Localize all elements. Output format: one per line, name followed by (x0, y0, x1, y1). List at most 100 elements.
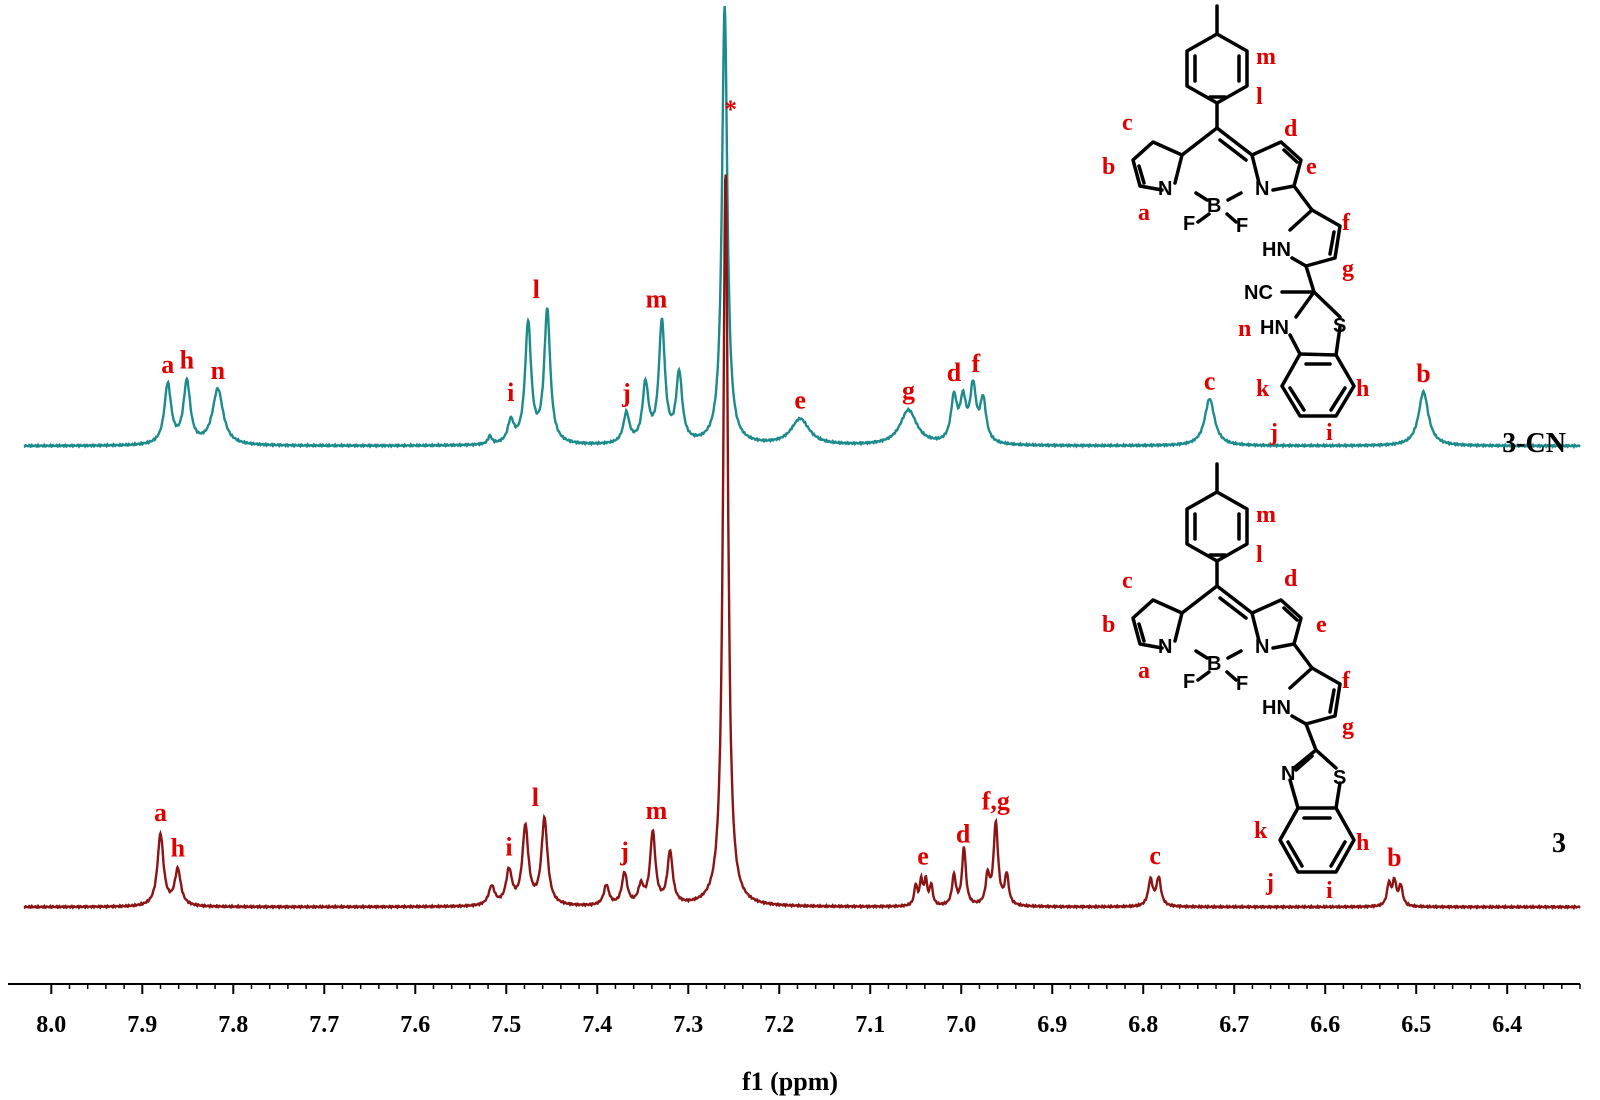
struct-label: j (1269, 420, 1278, 446)
peak-label: i (507, 378, 514, 407)
struct-label: e (1316, 612, 1327, 638)
x-tick-label: 7.6 (400, 1012, 430, 1038)
struct-label: a (1138, 200, 1150, 226)
peak-label: b (1416, 359, 1430, 388)
struct-label: m (1256, 502, 1276, 528)
x-tick-label: 6.7 (1219, 1012, 1249, 1038)
structure-3cn: N N B F F HN NC HN S m l c d b e a f g n… (1102, 4, 1369, 446)
solvent-asterisk: * (724, 95, 737, 124)
peak-label: g (902, 376, 915, 405)
x-tick-label: 8.0 (36, 1012, 66, 1038)
series-name-top: 3-CN (1502, 428, 1566, 459)
peak-label: m (646, 796, 668, 825)
x-tick-label: 7.4 (582, 1012, 612, 1038)
peak-label: j (621, 378, 631, 407)
x-tick-label: 6.5 (1401, 1012, 1431, 1038)
peak-label: d (956, 819, 971, 848)
spectrum-line-3cn (23, 5, 1581, 450)
x-tick-label: 7.8 (218, 1012, 248, 1038)
atom-hn: HN (1262, 697, 1291, 719)
structure-3: N N B F F HN N S m l c d b e a f g k h j… (1102, 462, 1369, 904)
peak-label: j (619, 837, 629, 866)
struct-label: d (1284, 566, 1298, 592)
peak-label: n (211, 356, 226, 385)
atom-f: F (1183, 213, 1195, 235)
atom-n: N (1281, 763, 1295, 785)
peak-label: a (161, 350, 174, 379)
peak-label: i (505, 833, 512, 862)
struct-label: h (1356, 376, 1369, 402)
atom-n: N (1255, 178, 1269, 200)
atom-b: B (1207, 195, 1221, 217)
peak-label: f,g (982, 786, 1010, 815)
x-tick-label: 6.9 (1037, 1012, 1067, 1038)
x-tick-label: 6.8 (1128, 1012, 1158, 1038)
peak-label: d (947, 358, 962, 387)
struct-label: c (1122, 110, 1133, 136)
x-axis-title: f1 (ppm) (742, 1067, 838, 1096)
struct-label: g (1342, 714, 1354, 740)
struct-label: h (1356, 830, 1369, 856)
tolyl-ring (1185, 4, 1249, 130)
struct-label: m (1256, 44, 1276, 70)
struct-label: f (1342, 668, 1351, 694)
bodipy-core (1131, 584, 1356, 874)
struct-label: d (1284, 116, 1298, 142)
x-axis-ticks: 8.0 7.9 7.8 7.7 7.6 7.5 7.4 7.3 7.2 7.1 7.0 6.9 6.8 6… (36, 984, 1581, 1038)
peak-label: f (971, 349, 980, 378)
struct-label: i (1326, 878, 1333, 904)
x-tick-label: 7.0 (946, 1012, 976, 1038)
atom-n: N (1158, 636, 1172, 658)
spectra-group (23, 5, 1581, 911)
series-name-bottom: 3 (1552, 828, 1566, 859)
struct-label: g (1342, 256, 1354, 282)
struct-label: l (1256, 542, 1263, 568)
peak-label: l (533, 275, 540, 304)
peak-label: c (1149, 841, 1161, 870)
peak-label: a (154, 798, 167, 827)
peak-label: h (180, 346, 195, 375)
peak-label: b (1387, 843, 1401, 872)
atom-s: S (1333, 767, 1346, 789)
struct-label: a (1138, 658, 1150, 684)
peak-label: l (532, 783, 539, 812)
struct-label: f (1342, 210, 1351, 236)
struct-label: i (1326, 420, 1333, 446)
atom-f: F (1236, 673, 1248, 695)
peak-label: c (1204, 366, 1216, 395)
x-tick-label: 7.1 (855, 1012, 885, 1038)
struct-label: b (1102, 612, 1115, 638)
x-tick-label: 7.9 (127, 1012, 157, 1038)
spectrum-line-3 (23, 174, 1581, 911)
atom-n: N (1255, 636, 1269, 658)
struct-label: k (1254, 818, 1268, 844)
atom-f: F (1183, 671, 1195, 693)
atom-f: F (1236, 215, 1248, 237)
struct-label: e (1306, 154, 1317, 180)
peak-label: h (171, 834, 186, 863)
x-tick-label: 6.4 (1492, 1012, 1522, 1038)
atom-n: N (1158, 178, 1172, 200)
struct-label: n (1238, 316, 1251, 342)
peak-label: e (794, 386, 806, 415)
x-tick-label: 7.7 (309, 1012, 339, 1038)
struct-label: b (1102, 154, 1115, 180)
struct-label: l (1256, 84, 1263, 110)
atom-b: B (1207, 653, 1221, 675)
peak-label: m (646, 285, 668, 314)
x-tick-label: 7.5 (491, 1012, 521, 1038)
struct-label: c (1122, 568, 1133, 594)
struct-label: k (1256, 376, 1270, 402)
atom-s: S (1333, 315, 1346, 337)
x-tick-label: 7.3 (673, 1012, 703, 1038)
atom-hn: HN (1262, 239, 1291, 261)
x-tick-label: 6.6 (1310, 1012, 1340, 1038)
peak-label: e (917, 842, 929, 871)
tolyl-ring (1185, 462, 1249, 588)
struct-label: j (1265, 870, 1274, 896)
bodipy-core (1131, 126, 1356, 418)
atom-nc: NC (1244, 282, 1273, 304)
x-tick-label: 7.2 (764, 1012, 794, 1038)
